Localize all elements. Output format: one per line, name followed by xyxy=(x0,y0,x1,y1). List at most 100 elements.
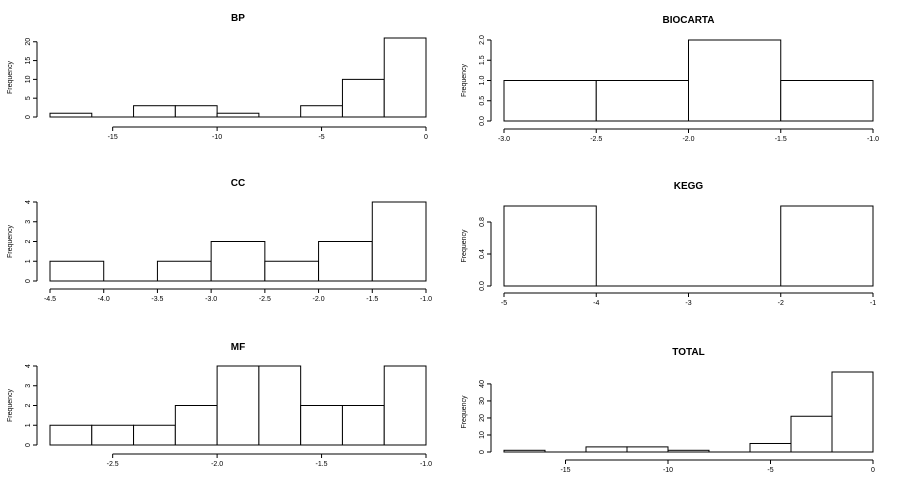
y-tick-label: 3 xyxy=(25,220,32,224)
x-tick-label: -5 xyxy=(318,134,324,141)
histogram-bar xyxy=(503,205,597,287)
y-tick-label: 2 xyxy=(25,403,32,407)
x-tick-label: -1.0 xyxy=(420,461,432,468)
panel-title: MF xyxy=(231,342,245,353)
histogram-bar xyxy=(258,365,302,446)
histogram-panel-total: TOTAL -15 -10 -5 0 0 10 20 30 40 Frequency xyxy=(461,347,875,474)
y-tick-label: 1.5 xyxy=(479,55,486,65)
y-tick-label: 30 xyxy=(479,397,486,405)
x-tick-label: -2.5 xyxy=(259,296,271,303)
panel-title: BIOCARTA xyxy=(662,15,714,26)
x-tick-label: 0 xyxy=(424,134,428,141)
y-tick-label: 40 xyxy=(479,380,486,388)
y-axis-title: Frequency xyxy=(461,395,468,429)
y-tick-label: 0.8 xyxy=(479,217,486,227)
x-tick-label: -4.5 xyxy=(44,296,56,303)
x-tick-label: -4 xyxy=(593,300,599,307)
histogram-bar xyxy=(300,105,343,118)
histogram-bar xyxy=(49,112,93,118)
histogram-bar xyxy=(383,37,427,118)
x-tick-label: -10 xyxy=(212,134,222,141)
y-tick-label: 1.0 xyxy=(479,76,486,86)
histogram-panel-bp: BP -15 -10 -5 0 0 5 10 15 20 Frequency xyxy=(7,13,428,141)
x-tick-label: -1.5 xyxy=(366,296,378,303)
histogram-bar xyxy=(318,241,373,282)
x-tick-label: -2.0 xyxy=(313,296,325,303)
histogram-bar xyxy=(210,241,266,282)
histogram-bar xyxy=(341,405,385,446)
x-tick-label: -1 xyxy=(870,300,876,307)
y-tick-label: 1 xyxy=(25,259,32,263)
histogram-bar xyxy=(300,405,343,446)
histogram-bar xyxy=(749,442,792,453)
x-tick-label: -15 xyxy=(108,134,118,141)
histogram-bar xyxy=(264,260,320,282)
y-tick-label: 2 xyxy=(25,239,32,243)
histogram-bar xyxy=(133,424,176,446)
histogram-bar xyxy=(216,365,260,446)
y-tick-label: 10 xyxy=(479,431,486,439)
y-tick-label: 0.0 xyxy=(479,281,486,291)
histogram-bar xyxy=(341,78,385,118)
x-tick-label: -4.0 xyxy=(98,296,110,303)
x-tick-label: -2 xyxy=(778,300,784,307)
histogram-bar xyxy=(49,260,105,282)
y-axis-title: Frequency xyxy=(7,224,14,258)
histogram-bar xyxy=(156,260,212,282)
histogram-bar xyxy=(780,80,874,122)
y-axis-title: Frequency xyxy=(461,229,468,263)
x-tick-label: -2.5 xyxy=(590,136,602,143)
panel-title: CC xyxy=(231,178,245,189)
y-axis-title: Frequency xyxy=(7,60,14,94)
histogram-panel-cc: CC -4.5 -4.0 -3.5 -3.0 -2.5 -2.0 -1.5 -1.0 0 1 2 3 4 F… xyxy=(7,178,432,303)
x-tick-label: -10 xyxy=(663,467,673,474)
y-tick-label: 0 xyxy=(25,443,32,447)
histogram-bar xyxy=(503,449,546,453)
x-tick-label: -1.0 xyxy=(420,296,432,303)
histogram-bar xyxy=(667,449,710,453)
panel-title: TOTAL xyxy=(672,347,704,358)
histogram-bar xyxy=(626,446,669,453)
y-tick-label: 0 xyxy=(25,279,32,283)
x-tick-label: -2.0 xyxy=(682,136,694,143)
y-axis-title: Frequency xyxy=(461,63,468,97)
panel-title: KEGG xyxy=(674,181,704,192)
y-tick-label: 0 xyxy=(479,450,486,454)
x-tick-label: -1.5 xyxy=(316,461,328,468)
histogram-bar xyxy=(216,112,260,118)
histogram-bar xyxy=(371,201,427,282)
y-tick-label: 4 xyxy=(25,200,32,204)
y-tick-label: 0 xyxy=(25,115,32,119)
histogram-panel-kegg: KEGG -5 -4 -3 -2 -1 0.0 0.4 0.8 Frequency xyxy=(461,181,876,307)
histogram-bar xyxy=(503,80,597,122)
x-tick-label: -1.5 xyxy=(775,136,787,143)
panels-layer: BP-15 -10 -5 005101520FrequencyBIOCARTA-3.0… xyxy=(7,13,879,474)
x-tick-label: -2.5 xyxy=(107,461,119,468)
y-tick-label: 0.0 xyxy=(479,116,486,126)
histogram-bar xyxy=(585,446,628,453)
x-tick-label: -3.0 xyxy=(498,136,510,143)
histogram-bar xyxy=(790,415,833,453)
y-tick-label: 2.0 xyxy=(479,35,486,45)
x-tick-label: -3.5 xyxy=(151,296,163,303)
y-tick-label: 0.4 xyxy=(479,249,486,259)
x-tick-label: 0 xyxy=(871,467,875,474)
histogram-bar xyxy=(174,105,218,118)
histogram-bar xyxy=(174,405,218,446)
y-tick-label: 4 xyxy=(25,364,32,368)
histogram-panel-mf: MF -2.5 -2.0 -1.5 -1.0 0 1 2 3 4 Frequency xyxy=(7,342,432,468)
x-tick-label: -1.0 xyxy=(867,136,879,143)
y-tick-label: 20 xyxy=(25,38,32,46)
histogram-bar xyxy=(383,365,427,446)
panel-title: BP xyxy=(231,13,245,24)
histogram-bar xyxy=(49,424,93,446)
x-tick-label: -3 xyxy=(685,300,691,307)
histogram-bar xyxy=(780,205,874,287)
y-tick-label: 5 xyxy=(25,96,32,100)
x-tick-label: -5 xyxy=(501,300,507,307)
x-tick-label: -3.0 xyxy=(205,296,217,303)
y-tick-label: 15 xyxy=(25,57,32,65)
x-tick-label: -5 xyxy=(767,467,773,474)
y-tick-label: 20 xyxy=(479,414,486,422)
